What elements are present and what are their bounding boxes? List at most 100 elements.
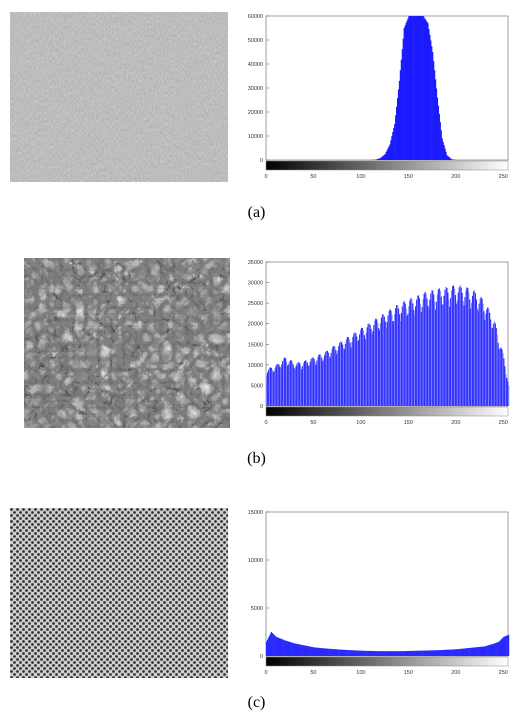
histogram-bar [504, 366, 506, 406]
histogram-bar [424, 650, 426, 656]
histogram-bar [368, 650, 370, 656]
histogram-bar [285, 640, 288, 656]
caption-c: (c) [247, 694, 266, 711]
histogram-bar [402, 38, 404, 160]
histogram-a: 0 10000 20000 30000 40000 50000 60000 0 50 100 150… [240, 10, 510, 190]
histogram-bar [403, 301, 405, 406]
histogram-bar [318, 647, 320, 656]
x-tick-label: 250 [499, 420, 508, 426]
histogram-bar [452, 649, 454, 656]
histogram-bar [419, 304, 421, 406]
histogram-bar [358, 650, 360, 656]
histogram-bar [288, 641, 291, 656]
histogram-bar [266, 639, 269, 656]
histogram-bar [416, 650, 419, 656]
histogram-bar [337, 350, 339, 406]
histogram-bar [503, 636, 505, 656]
histogram-bar [342, 649, 345, 656]
histogram-bar [387, 315, 389, 406]
histogram-bar [382, 314, 384, 406]
histogram-bar [318, 354, 320, 406]
histogram-bar [390, 140, 392, 160]
histogram-bar [426, 650, 428, 656]
histogram-bar [450, 158, 452, 160]
histogram-bar [339, 649, 341, 656]
histogram-bar [433, 61, 435, 161]
histogram-bar [445, 649, 447, 656]
histogram-bar [327, 352, 329, 406]
histogram-bar [422, 299, 424, 406]
histogram-bar [378, 158, 381, 160]
histogram-bar [501, 638, 503, 656]
x-tick-label: 0 [264, 174, 267, 180]
histogram-bar [496, 334, 498, 406]
histogram-bar [294, 369, 296, 406]
histogram-bar [317, 647, 319, 656]
histogram-bar [444, 289, 446, 406]
histogram-bar [453, 649, 456, 656]
histogram-bar [340, 649, 343, 656]
histogram-bar [284, 640, 287, 656]
histogram-bar [467, 648, 469, 656]
histogram-bar [476, 647, 478, 656]
histogram-bar [382, 155, 384, 160]
histogram-bar [430, 293, 432, 406]
histogram-bar [406, 651, 408, 656]
histogram-bar [460, 648, 462, 656]
histogram-bar [289, 642, 291, 656]
histogram-bar [279, 638, 281, 656]
histogram-bar [382, 651, 384, 656]
x-tick-label: 150 [404, 174, 413, 180]
histogram-bar [505, 374, 507, 406]
histogram-bar [385, 651, 387, 656]
histogram-bar [497, 641, 499, 656]
histogram-bar [388, 651, 390, 656]
x-tick-label: 100 [356, 670, 365, 676]
histogram-bar [432, 52, 434, 160]
y-tick-label: 30000 [248, 86, 263, 92]
histogram-bar [448, 299, 450, 406]
histogram-bar [343, 649, 346, 656]
histogram-bar [267, 369, 270, 406]
x-tick-label: 200 [451, 670, 460, 676]
histogram-bar [411, 299, 413, 406]
grayscale-colorbar [265, 656, 509, 667]
histogram-bar [440, 130, 442, 160]
histogram-bar [498, 349, 500, 406]
histogram-bar [272, 372, 274, 406]
histogram-bar [414, 314, 416, 406]
histogram-bar [392, 651, 394, 656]
histogram-bar [440, 650, 442, 656]
histogram-bar [320, 648, 322, 656]
histogram-bar [387, 148, 389, 160]
histogram-bar [308, 646, 310, 656]
histogram-bar [417, 16, 420, 160]
histogram-bar [266, 375, 268, 406]
histogram-bar [372, 331, 374, 406]
histogram-bar [332, 346, 334, 406]
histogram-bar [456, 300, 458, 406]
histogram-bar [447, 156, 449, 160]
histogram-bar [320, 355, 322, 406]
histogram-bar [379, 323, 382, 406]
histogram-bar [420, 311, 422, 406]
histogram-bar [375, 318, 377, 406]
histogram-bar [390, 651, 392, 656]
histogram-bar [342, 348, 345, 406]
histogram-bar [460, 287, 462, 406]
histogram-bar [396, 305, 398, 406]
histogram-bar [314, 647, 316, 656]
histogram-bar [346, 650, 348, 656]
histogram-bar [427, 23, 429, 161]
histogram-bar [372, 651, 374, 656]
histogram-bar [292, 364, 294, 406]
histogram-bar [436, 650, 439, 656]
histogram-bar [459, 285, 461, 406]
histogram-bar [282, 639, 284, 656]
histogram-bar [404, 25, 406, 160]
histogram-bar [297, 644, 299, 656]
histogram-bar [377, 328, 380, 406]
histogram-bar [393, 128, 395, 160]
histogram-bar [357, 650, 359, 656]
histogram-bar [290, 360, 292, 406]
